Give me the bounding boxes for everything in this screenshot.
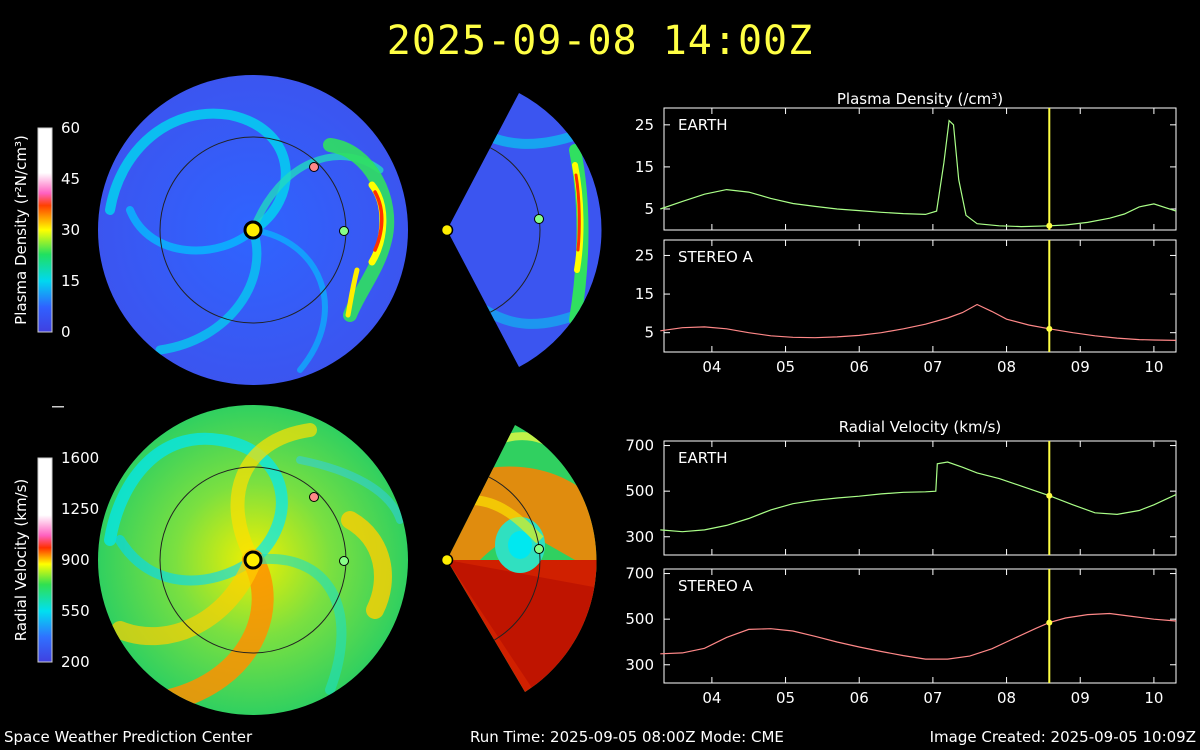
density-colorbar-label: Plasma Density (r²N/cm³) (12, 135, 30, 325)
density-ecliptic-map (98, 75, 408, 385)
timestamp-title: 2025-09-08 14:00Z (386, 18, 814, 64)
colorbar-tick-label: 0 (61, 323, 71, 341)
x-tick-label: 10 (1144, 689, 1163, 707)
stereo-a-velocity-plot: 300 500 700 04 05 06 07 08 09 10 STEREO A (625, 565, 1177, 707)
y-tick-label: 300 (625, 528, 654, 546)
y-tick-label: 5 (644, 324, 654, 342)
current-value-dot (1046, 492, 1053, 499)
current-value-dot (1046, 325, 1053, 332)
y-tick-label: 500 (625, 610, 654, 628)
x-tick-label: 05 (776, 358, 795, 376)
density-colorbar: Plasma Density (r²N/cm³) 60 45 30 15 0 (12, 119, 80, 341)
x-tick-label: 08 (997, 358, 1016, 376)
panel-label: EARTH (678, 449, 728, 467)
colorbar-tick-label: 550 (61, 602, 90, 620)
density-meridional-map (440, 93, 602, 367)
colorbar-tick-label: 30 (61, 221, 80, 239)
density-plot-title: Plasma Density (/cm³) (837, 90, 1003, 108)
earth-velocity-plot: 300 500 700 EARTH (625, 437, 1177, 556)
series-line (660, 461, 1177, 533)
x-tick-label: 06 (850, 358, 869, 376)
x-tick-label: 07 (923, 689, 942, 707)
x-tick-label: 10 (1144, 358, 1163, 376)
plot-frame (663, 239, 1177, 353)
plot-frame (663, 107, 1177, 231)
y-tick-label: 25 (635, 246, 654, 264)
series-line (660, 612, 1177, 660)
y-tick-label: 300 (625, 656, 654, 674)
y-tick-label: 700 (625, 437, 654, 455)
plot-frame (663, 440, 1177, 556)
x-tick-label: 09 (1071, 358, 1090, 376)
panel-label: EARTH (678, 116, 728, 134)
x-tick-label: 07 (923, 358, 942, 376)
series-line (660, 303, 1177, 341)
x-tick-label: 08 (997, 689, 1016, 707)
plot-frame (663, 568, 1177, 684)
colorbar-tick-label: 1600 (61, 449, 99, 467)
footer-organization: Space Weather Prediction Center (4, 728, 253, 746)
colorbar-tick-label: 60 (61, 119, 80, 137)
velocity-colorbar: Radial Velocity (km/s) 1600 1250 900 550 200 (12, 449, 99, 671)
footer-run-time: Run Time: 2025-09-05 08:00Z Mode: CME (470, 728, 784, 746)
colorbar-tick-label: 1250 (61, 500, 99, 518)
x-tick-label: 06 (850, 689, 869, 707)
y-tick-label: 25 (635, 116, 654, 134)
velocity-plot-title: Radial Velocity (km/s) (839, 418, 1002, 436)
x-tick-label: 04 (702, 689, 721, 707)
x-tick-label: 09 (1071, 689, 1090, 707)
current-value-dot (1046, 222, 1053, 229)
colorbar-tick-label: 45 (61, 170, 80, 188)
y-tick-label: 15 (635, 158, 654, 176)
current-value-dot (1046, 619, 1053, 626)
footer-image-created: Image Created: 2025-09-05 10:09Z (929, 728, 1196, 746)
panel-label: STEREO A (678, 577, 754, 595)
y-tick-label: 500 (625, 482, 654, 500)
velocity-colorbar-label: Radial Velocity (km/s) (12, 479, 30, 642)
y-tick-label: 5 (644, 200, 654, 218)
x-tick-label: 05 (776, 689, 795, 707)
y-tick-label: 700 (625, 565, 654, 583)
colorbar-tick-label: 15 (61, 272, 80, 290)
y-tick-label: 15 (635, 285, 654, 303)
stereo-a-density-plot: 5 15 25 04 05 06 07 08 09 10 STEREO A (635, 239, 1177, 376)
colorbar-tick-label: 900 (61, 551, 90, 569)
panel-label: STEREO A (678, 248, 754, 266)
velocity-ecliptic-map (98, 405, 408, 715)
earth-density-plot: 5 15 25 EARTH (635, 107, 1177, 231)
x-tick-label: 04 (702, 358, 721, 376)
series-line (660, 119, 1177, 228)
colorbar-tick-label: 200 (61, 653, 90, 671)
